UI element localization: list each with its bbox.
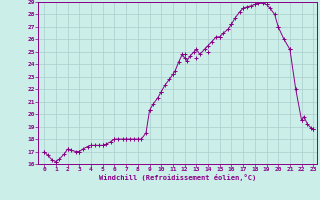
X-axis label: Windchill (Refroidissement éolien,°C): Windchill (Refroidissement éolien,°C): [99, 174, 256, 181]
